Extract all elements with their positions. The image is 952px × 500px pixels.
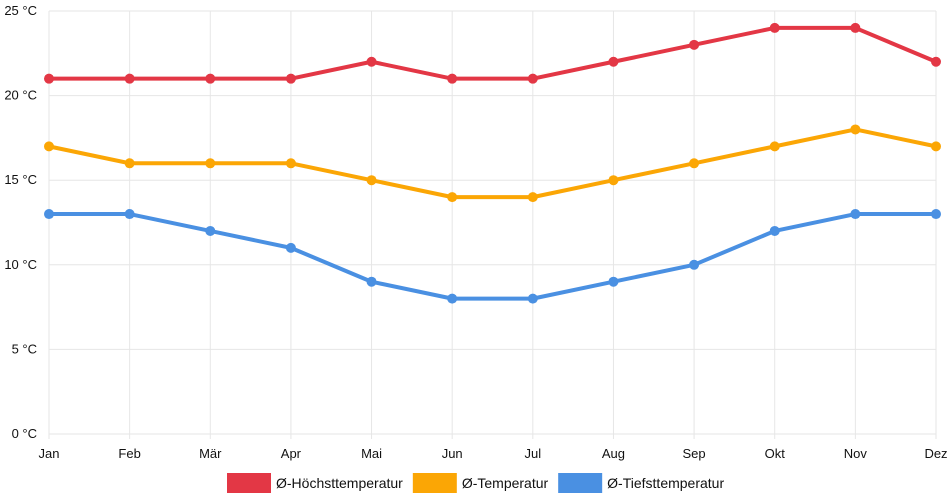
x-tick-label: Mär — [199, 446, 222, 461]
x-tick-label: Aug — [602, 446, 625, 461]
data-point[interactable] — [769, 225, 780, 236]
legend-swatch — [227, 473, 271, 493]
x-tick-label: Nov — [844, 446, 868, 461]
legend[interactable]: Ø-Höchsttemperatur Ø-Temperatur Ø-Tiefstte… — [227, 473, 724, 493]
legend-item[interactable]: Ø-Temperatur — [412, 473, 549, 493]
y-tick-label: 25 °C — [4, 3, 37, 18]
data-point[interactable] — [689, 259, 700, 270]
data-point[interactable] — [608, 175, 619, 186]
y-tick-label: 5 °C — [12, 341, 37, 356]
data-point[interactable] — [931, 141, 941, 152]
x-axis-ticks: Jan Feb Mär Apr Mai Jun Jul Aug Sep Okt Nov Dez — [39, 446, 948, 461]
data-point[interactable] — [285, 158, 296, 169]
x-tick-label: Dez — [924, 446, 947, 461]
y-tick-label: 15 °C — [4, 172, 37, 187]
data-point[interactable] — [447, 293, 458, 304]
x-tick-label: Jul — [525, 446, 542, 461]
data-point[interactable] — [850, 209, 861, 220]
data-point[interactable] — [285, 242, 296, 253]
x-tick-label: Sep — [683, 446, 706, 461]
series-line-0 — [47, 25, 938, 81]
data-point[interactable] — [205, 225, 216, 236]
y-tick-label: 10 °C — [4, 257, 37, 272]
data-point[interactable] — [44, 209, 54, 220]
legend-label: Ø-Höchsttemperatur — [276, 475, 403, 491]
y-tick-label: 0 °C — [12, 426, 37, 441]
data-point[interactable] — [124, 73, 135, 84]
x-tick-label: Feb — [118, 446, 140, 461]
data-point[interactable] — [689, 158, 700, 169]
data-point[interactable] — [608, 56, 619, 67]
x-tick-label: Mai — [361, 446, 382, 461]
series-line-2 — [47, 212, 938, 301]
data-point[interactable] — [769, 22, 780, 33]
legend-label: Ø-Tiefsttemperatur — [607, 475, 724, 491]
data-point[interactable] — [447, 73, 458, 84]
data-point[interactable] — [285, 73, 296, 84]
y-tick-label: 20 °C — [4, 88, 37, 103]
data-point[interactable] — [931, 56, 941, 67]
series-points — [44, 22, 941, 304]
legend-item[interactable]: Ø-Höchsttemperatur — [227, 473, 403, 493]
data-point[interactable] — [527, 293, 538, 304]
data-point[interactable] — [44, 141, 54, 152]
data-point[interactable] — [527, 192, 538, 203]
data-point[interactable] — [205, 73, 216, 84]
data-point[interactable] — [124, 158, 135, 169]
legend-swatch — [558, 473, 603, 493]
x-tick-label: Jan — [39, 446, 60, 461]
x-tick-label: Apr — [281, 446, 302, 461]
data-point[interactable] — [931, 209, 941, 220]
legend-item[interactable]: Ø-Tiefsttemperatur — [558, 473, 724, 493]
data-point[interactable] — [527, 73, 538, 84]
data-point[interactable] — [447, 192, 458, 203]
series-lines — [47, 25, 938, 301]
data-point[interactable] — [689, 39, 700, 50]
data-point[interactable] — [44, 73, 54, 84]
data-point[interactable] — [124, 209, 135, 220]
data-point[interactable] — [205, 158, 216, 169]
data-point[interactable] — [850, 22, 861, 33]
series-line-1 — [47, 127, 938, 200]
y-axis-ticks: 0 °C 5 °C 10 °C 15 °C 20 °C 25 °C — [4, 3, 37, 441]
data-point[interactable] — [850, 124, 861, 135]
data-point[interactable] — [608, 276, 619, 287]
data-point[interactable] — [366, 175, 377, 186]
data-point[interactable] — [366, 56, 377, 67]
data-point[interactable] — [769, 141, 780, 152]
legend-label: Ø-Temperatur — [462, 475, 549, 491]
x-tick-label: Okt — [765, 446, 786, 461]
x-tick-label: Jun — [442, 446, 463, 461]
legend-swatch — [412, 473, 457, 493]
data-point[interactable] — [366, 276, 377, 287]
